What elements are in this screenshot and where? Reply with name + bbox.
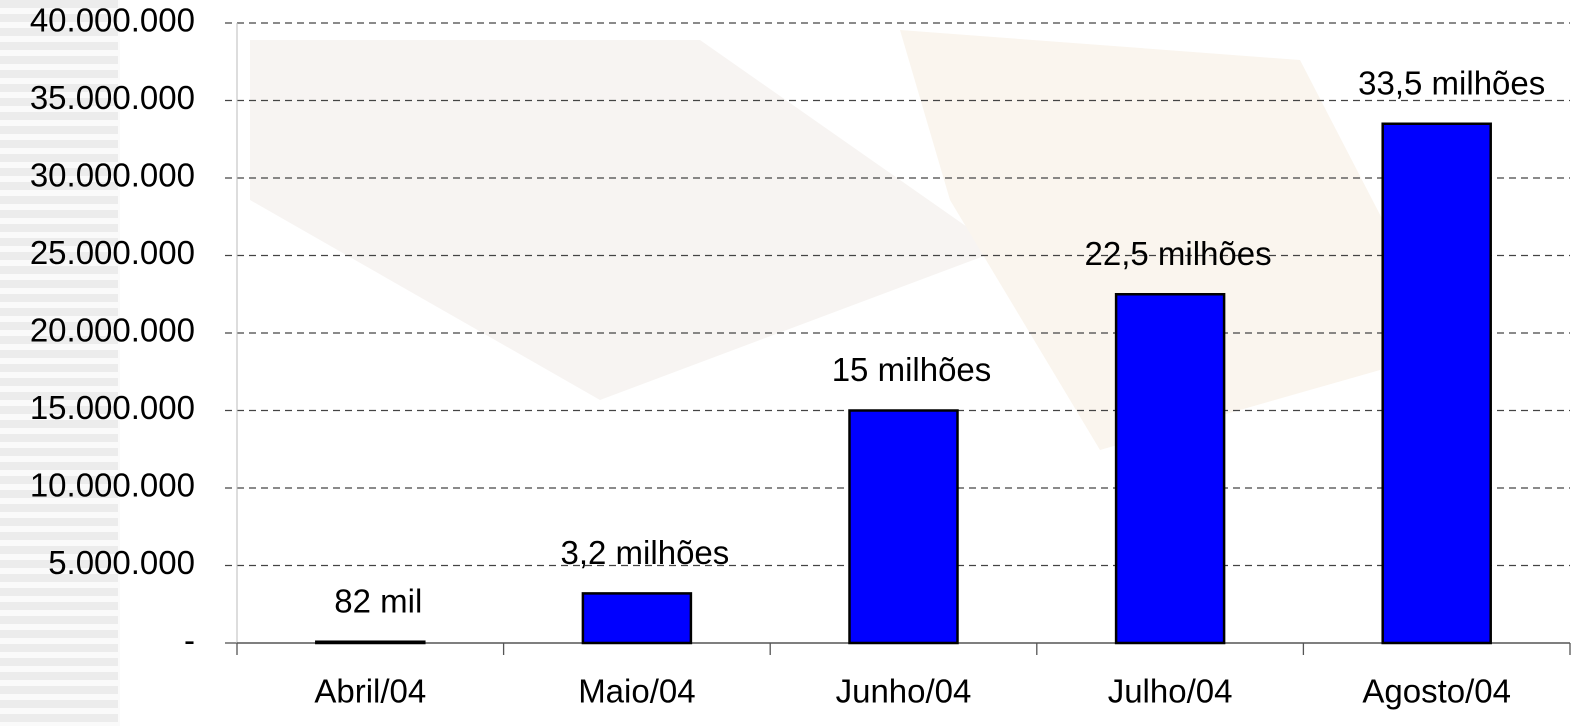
x-tick-label: Julho/04 — [1108, 673, 1233, 710]
stripe — [0, 476, 118, 484]
value-label: 33,5 milhões — [1358, 64, 1545, 101]
stripe — [0, 70, 118, 78]
stripe — [0, 644, 118, 652]
stripe — [0, 168, 118, 176]
stripe — [0, 140, 118, 148]
stripe — [0, 630, 118, 638]
stripe — [0, 238, 118, 246]
stripe — [0, 462, 118, 470]
stripe — [0, 588, 118, 596]
value-label: 82 mil — [334, 582, 422, 619]
stripe — [0, 602, 118, 610]
stripe — [0, 406, 118, 414]
stripe — [0, 98, 118, 106]
y-tick-label: - — [184, 622, 195, 659]
y-tick-label: 35.000.000 — [30, 79, 195, 116]
stripe — [0, 196, 118, 204]
stripe — [0, 532, 118, 540]
value-label: 15 milhões — [832, 351, 992, 388]
stripe — [0, 560, 118, 568]
value-label: 3,2 milhões — [561, 534, 730, 571]
stripe — [0, 434, 118, 442]
stripe — [0, 672, 118, 680]
stripe — [0, 322, 118, 330]
stripe — [0, 490, 118, 498]
y-tick-label: 15.000.000 — [30, 389, 195, 426]
y-tick-label: 30.000.000 — [30, 157, 195, 194]
stripe — [0, 42, 118, 50]
bar — [581, 592, 693, 645]
y-tick-label: 40.000.000 — [30, 2, 195, 39]
stripe — [0, 686, 118, 694]
y-tick-label: 10.000.000 — [30, 467, 195, 504]
stripe — [0, 266, 118, 274]
stripe — [0, 392, 118, 400]
stripe — [0, 616, 118, 624]
stripe — [0, 280, 118, 288]
stripe — [0, 700, 118, 708]
stripe — [0, 126, 118, 134]
stripe — [0, 518, 118, 526]
bar — [1114, 293, 1226, 645]
stripe — [0, 364, 118, 372]
x-tick-label: Agosto/04 — [1362, 673, 1511, 710]
x-tick-label: Junho/04 — [836, 673, 972, 710]
y-tick-label: 5.000.000 — [48, 544, 195, 581]
value-label: 22,5 milhões — [1085, 235, 1272, 272]
stripe — [0, 504, 118, 512]
background-decoration — [250, 30, 1450, 450]
stripe — [0, 0, 118, 8]
stripe — [0, 28, 118, 36]
bar — [848, 409, 959, 645]
stripe — [0, 574, 118, 582]
stripe — [0, 154, 118, 162]
stripe — [0, 546, 118, 554]
stripe — [0, 252, 118, 260]
x-tick-label: Maio/04 — [578, 673, 695, 710]
stripe — [0, 56, 118, 64]
stripe — [0, 182, 118, 190]
y-tick-label: 20.000.000 — [30, 312, 195, 349]
stripe — [0, 420, 118, 428]
stripe — [0, 350, 118, 358]
stripe — [0, 112, 118, 120]
stripe — [0, 210, 118, 218]
stripe — [0, 714, 118, 722]
stripe — [0, 378, 118, 386]
bar — [315, 640, 426, 645]
y-tick-label: 25.000.000 — [30, 234, 195, 271]
stripe — [0, 224, 118, 232]
stripe — [0, 308, 118, 316]
stripe — [0, 84, 118, 92]
stripe — [0, 658, 118, 666]
bar — [1381, 122, 1492, 645]
stripe — [0, 294, 118, 302]
stripe — [0, 336, 118, 344]
x-tick-label: Abril/04 — [314, 673, 426, 710]
background-stripes — [0, 0, 118, 722]
stripe — [0, 14, 118, 22]
stripe — [0, 448, 118, 456]
